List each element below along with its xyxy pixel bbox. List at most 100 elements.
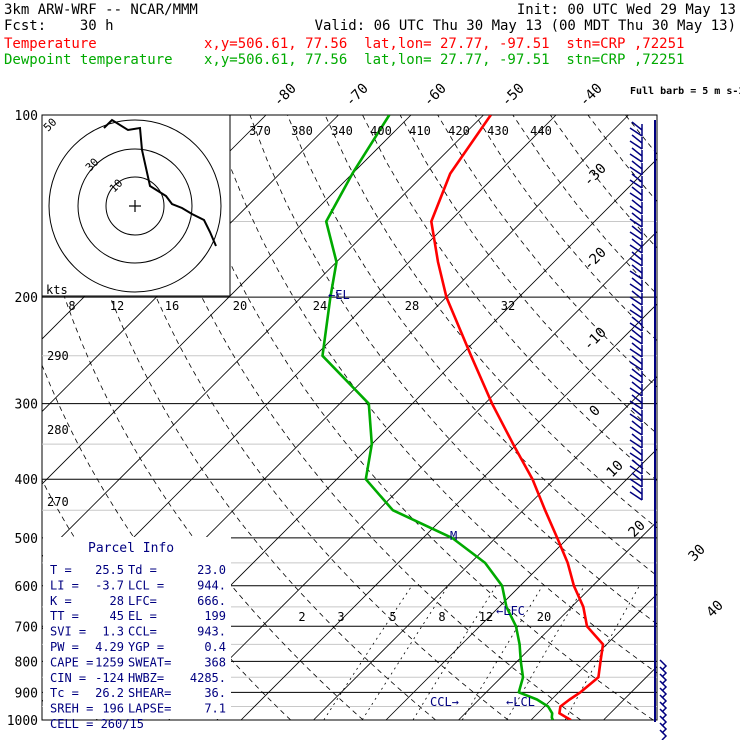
parcel-info-value: 25.5 [95, 563, 124, 577]
parcel-info-label: PW = [50, 640, 79, 654]
mixing-ratio-label: 20 [537, 610, 551, 624]
valid-time: Valid: 06 UTC Thu 30 May 13 (00 MDT Thu … [314, 18, 736, 34]
hodograph-ring [48, 119, 222, 293]
mixing-ratio-label: 2 [298, 610, 305, 624]
pressure-tick-label: 900 [15, 686, 38, 701]
pressure-tick-label: 100 [15, 109, 38, 124]
theta-label: 370 [249, 124, 271, 138]
dewpoint-legend-info: x,y=506.61, 77.56 lat,lon= 27.77, -97.51… [204, 52, 685, 68]
hodograph-tick-label: 16 [165, 299, 179, 313]
pressure-tick-label: 200 [15, 291, 38, 306]
adiabat-side-label: 290 [47, 349, 69, 363]
wind-barb [629, 121, 643, 137]
hodograph-tick-label: 28 [405, 299, 419, 313]
isotherm-tick-label: 30 [686, 542, 709, 565]
hodograph-ring [77, 148, 193, 264]
dry-adiabat-line [437, 115, 657, 388]
wind-barb [659, 659, 668, 671]
theta-label: 410 [409, 124, 431, 138]
mixing-ratio-label: 5 [389, 610, 396, 624]
parcel-info-label: HWBZ= [128, 671, 164, 685]
hodograph-tick-label: 8 [68, 299, 75, 313]
wind-barb [629, 342, 643, 358]
parcel-info-value: -3.7 [95, 578, 124, 592]
isotherm-tick-label: 40 [704, 598, 727, 621]
wind-barb [629, 199, 643, 215]
pressure-tick-label: 500 [15, 532, 38, 547]
wind-barb [629, 485, 643, 501]
wind-barb [629, 355, 643, 371]
temperature-legend-label: Temperature [4, 36, 97, 52]
parcel-info-title: Parcel Info [88, 541, 174, 556]
dry-adiabat-line [136, 115, 581, 720]
dry-adiabat-line [324, 115, 657, 529]
hodograph-tick-label: 12 [110, 299, 124, 313]
wind-barb [629, 251, 643, 267]
isotherm-line [42, 115, 412, 485]
lcl-annotation: ←LCL [506, 695, 535, 709]
parcel-info-label: LI = [50, 578, 79, 592]
el-annotation: ←EL [328, 288, 350, 302]
isotherm-line [603, 665, 657, 720]
adiabat-side-label: 280 [47, 423, 69, 437]
parcel-info-label: CAPE = [50, 655, 93, 669]
parcel-info-label: CIN = [50, 671, 86, 685]
parcel-info-label: EL = [128, 609, 157, 623]
isotherm-tick-label: -40 [577, 81, 606, 110]
wind-barb [659, 722, 668, 734]
wind-barb [629, 238, 643, 254]
parcel-info-value: 944. [197, 578, 226, 592]
dry-adiabat-line [211, 115, 657, 674]
dry-adiabat-line [549, 115, 657, 249]
dry-adiabat-line [701, 115, 740, 720]
parcel-info-panel [43, 537, 231, 719]
isotherm-tick-label: 20 [626, 518, 649, 541]
parcel-info-label: LAPSE= [128, 702, 171, 716]
wind-barb [659, 694, 668, 706]
pressure-tick-label: 1000 [7, 714, 38, 729]
wind-barb [629, 147, 643, 163]
mixing-ratio-line [323, 585, 413, 720]
wind-barb [659, 729, 668, 740]
wind-barb [629, 277, 643, 293]
parcel-info-label: SVI = [50, 625, 86, 639]
wind-barb [629, 290, 643, 306]
isotherm-line [530, 593, 657, 720]
wind-barb [629, 433, 643, 449]
mixing-ratio-label: 8 [438, 610, 445, 624]
temperature-profile-line [430, 115, 605, 720]
pressure-tick-label: 700 [15, 620, 38, 635]
isotherm-tick-label: -30 [581, 161, 610, 190]
wind-barb [629, 368, 643, 384]
mixing-ratio-label: 12 [479, 610, 493, 624]
parcel-info-value: 1.3 [102, 625, 124, 639]
dry-adiabat-line [287, 115, 657, 577]
parcel-info-cell: CELL = 260/15 [50, 717, 144, 731]
adiabat-side-label: 270 [47, 495, 69, 509]
parcel-info-value: 4285. [190, 671, 226, 685]
theta-label: 340 [331, 124, 353, 138]
parcel-info-value: 23.0 [197, 563, 226, 577]
dewpoint-legend-label: Dewpoint temperature [4, 52, 173, 68]
hodograph-axis-label: kts [46, 283, 68, 297]
hodograph-tick-label: 24 [313, 299, 327, 313]
hodograph-trace [103, 118, 217, 247]
wind-barb [629, 134, 643, 150]
hodograph-tick-label: 20 [233, 299, 247, 313]
wind-barb [629, 316, 643, 332]
isotherm-tick-label: 0 [587, 403, 604, 420]
isotherm-line [385, 448, 657, 720]
isotherm-tick-label: -50 [499, 81, 528, 110]
parcel-info-value: 199 [204, 609, 226, 623]
parcel-info-value: 36. [204, 686, 226, 700]
parcel-info-label: CCL= [128, 625, 157, 639]
isotherm-line [42, 115, 484, 558]
wind-barb [659, 708, 668, 720]
parcel-info-value: 4.29 [95, 640, 124, 654]
isotherm-tick-label: -20 [581, 245, 610, 274]
wind-barb [659, 687, 668, 699]
isotherm-line [240, 303, 657, 720]
parcel-info-label: LCL = [128, 578, 164, 592]
wind-barb [629, 407, 643, 423]
wind-barb [629, 459, 643, 475]
